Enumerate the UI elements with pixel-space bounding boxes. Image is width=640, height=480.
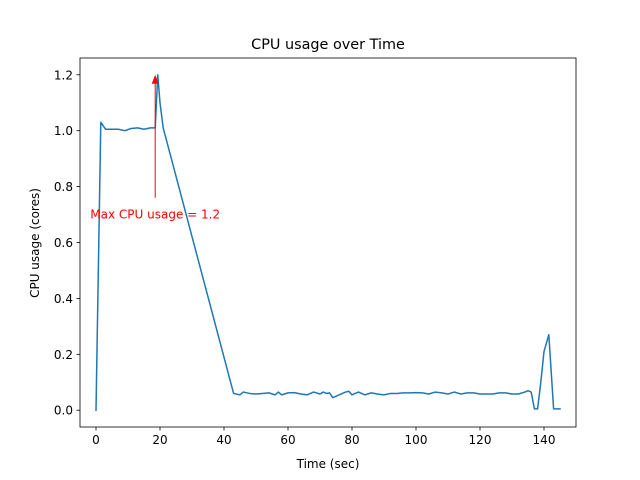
y-axis-label: CPU usage (cores) — [28, 188, 42, 298]
x-axis-label: Time (sec) — [296, 457, 360, 471]
x-tick-label: 40 — [216, 433, 231, 447]
y-tick-label: 1.2 — [54, 68, 73, 82]
series-line-0 — [95, 74, 561, 411]
chart-title: CPU usage over Time — [251, 37, 405, 53]
y-tick-label: 0.0 — [54, 404, 73, 418]
y-tick-label: 0.2 — [54, 348, 73, 362]
x-tick-label: 20 — [152, 433, 167, 447]
x-tick-label: 80 — [344, 433, 359, 447]
plot-area: Max CPU usage = 1.2 0 20 40 60 80 100 120 140 0.0… — [54, 57, 577, 447]
y-tick-label: 0.8 — [54, 180, 73, 194]
x-tick-label: 60 — [280, 433, 295, 447]
x-tick-label: 140 — [533, 433, 556, 447]
x-tick-label: 120 — [469, 433, 492, 447]
x-tick-label: 0 — [92, 433, 100, 447]
y-tick-label: 0.6 — [54, 236, 73, 250]
annotation-arrow-head — [151, 74, 159, 84]
x-tick-label: 100 — [405, 433, 428, 447]
annotation-label: Max CPU usage = 1.2 — [90, 208, 220, 222]
y-tick-label: 0.4 — [54, 292, 73, 306]
y-tick-label: 1.0 — [54, 124, 73, 138]
